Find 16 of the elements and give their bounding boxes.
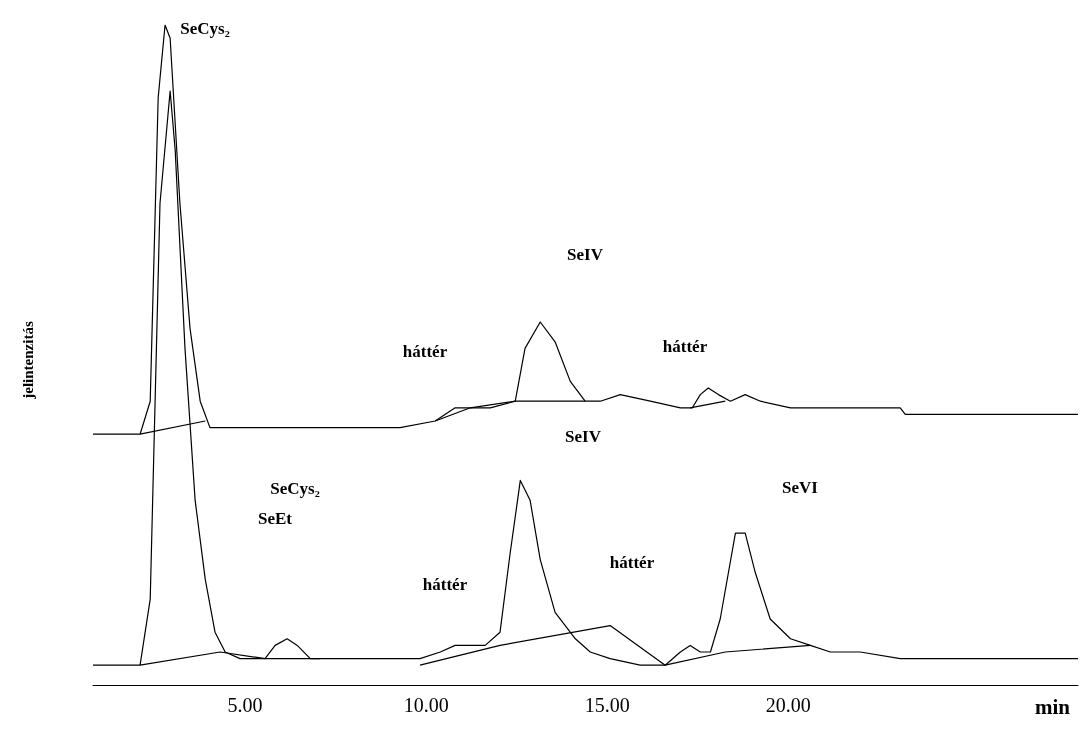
x-tick-label: 20.00 xyxy=(765,694,811,716)
x-tick-label: 5.00 xyxy=(227,694,263,716)
annotation: háttér xyxy=(422,575,468,594)
annotation: háttér xyxy=(609,553,655,572)
annotation: háttér xyxy=(662,337,708,356)
x-tick-label: 10.00 xyxy=(403,694,449,716)
annotation: SeIV xyxy=(567,245,604,264)
annotation: SeCys₂ xyxy=(180,19,230,38)
annotation: SeEt xyxy=(258,509,293,528)
y-axis-title: jelintenzitás xyxy=(20,321,36,400)
x-axis-title: min xyxy=(1034,694,1071,719)
x-tick-label: 15.00 xyxy=(584,694,630,716)
annotation: SeIV xyxy=(565,427,602,446)
annotation: háttér xyxy=(402,342,448,361)
annotation: SeVI xyxy=(782,478,819,497)
annotation: SeCys₂ xyxy=(270,479,320,498)
